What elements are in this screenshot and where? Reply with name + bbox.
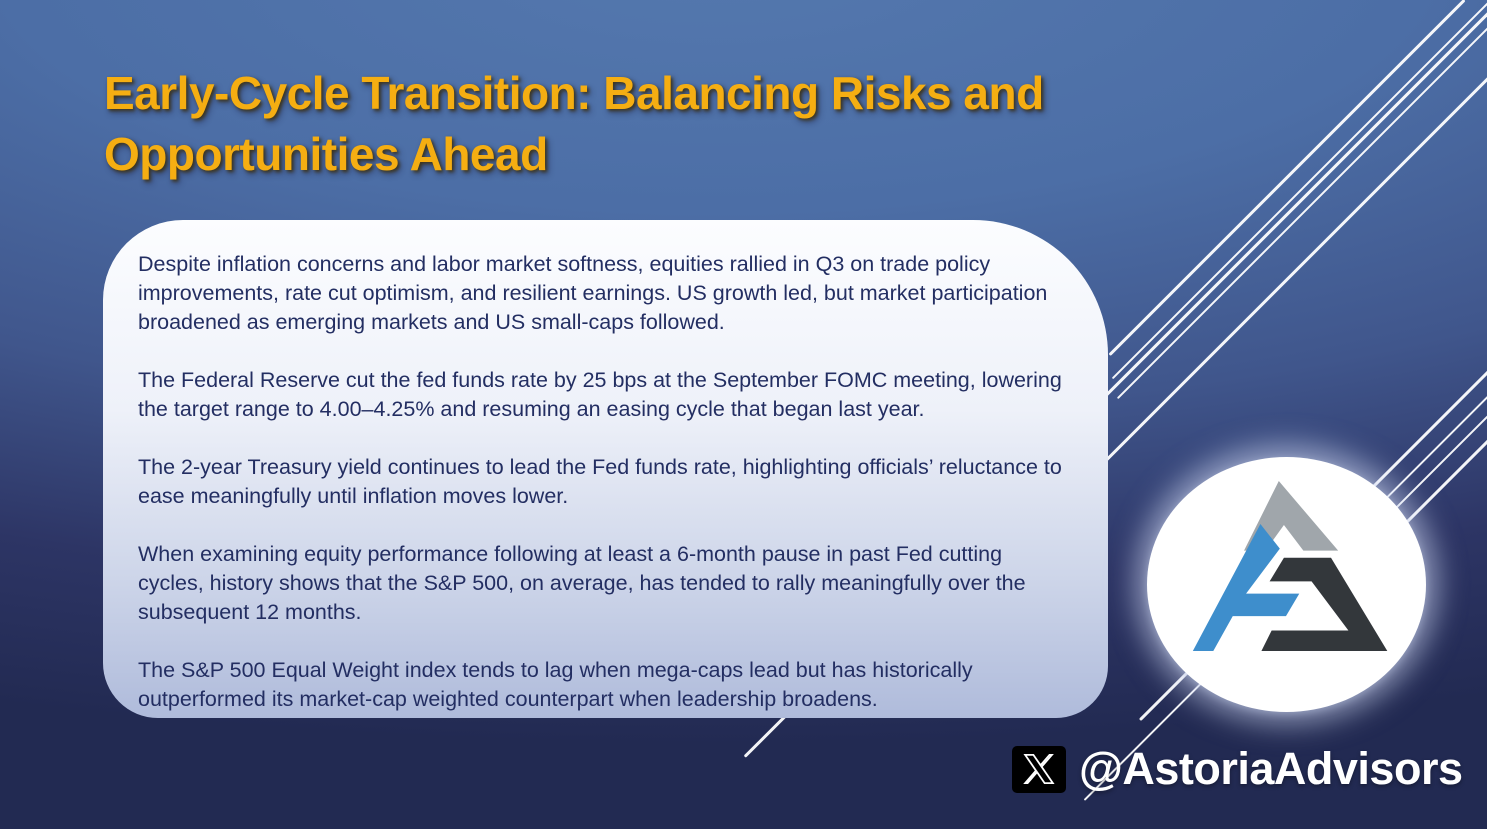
social-handle-text: @AstoriaAdvisors [1079, 743, 1463, 794]
social-handle: @AstoriaAdvisors [1012, 743, 1463, 795]
body-paragraph: When examining equity performance follow… [138, 542, 1026, 624]
body-paragraph: Despite inflation concerns and labor mar… [138, 252, 1048, 334]
content-panel: Despite inflation concerns and labor mar… [103, 220, 1108, 718]
logo-badge [1147, 457, 1426, 712]
body-paragraph: The Federal Reserve cut the fed funds ra… [138, 368, 1062, 421]
slide-title: Early-Cycle Transition: Balancing Risks … [104, 67, 1044, 180]
astoria-advisors-logo-icon [1192, 481, 1387, 651]
x-logo-icon [1012, 745, 1066, 793]
body-paragraph: The S&P 500 Equal Weight index tends to … [138, 658, 973, 711]
body-paragraph: The 2-year Treasury yield continues to l… [138, 455, 1062, 508]
diagonal-line [1111, 0, 1487, 380]
